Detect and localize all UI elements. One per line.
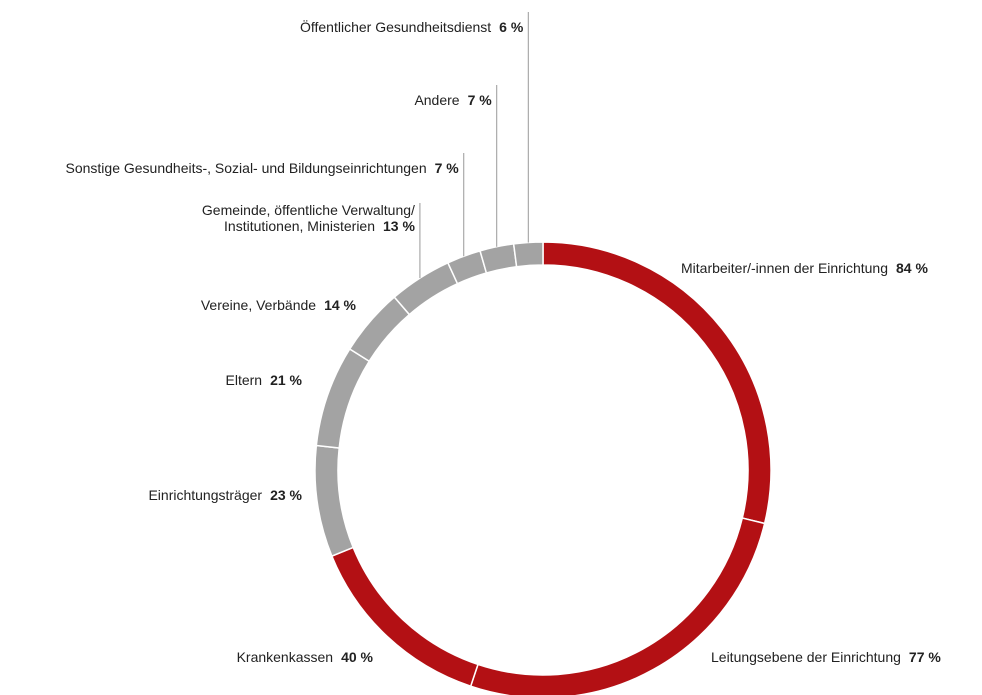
segment-label: Andere 7 % [414,92,491,108]
segment-label: Leitungsebene der Einrichtung 77 % [711,649,941,665]
segment-label: Öffentlicher Gesundheitsdienst 6 % [300,19,523,35]
donut-segment [393,261,459,316]
segment-label: Sonstige Gesundheits-, Sozial- und Bildu… [66,160,459,176]
category-label: Gemeinde, öffentliche Verwaltung/ Instit… [201,202,415,234]
category-label: Sonstige Gesundheits-, Sozial- und Bildu… [65,160,427,176]
donut-segment [542,241,772,525]
donut-segment [469,517,766,695]
segment-label: Einrichtungsträger 23 % [148,487,302,503]
value-label: 7 % [434,160,459,176]
category-label: Öffentlicher Gesundheitsdienst [299,19,492,35]
value-label: 40 % [341,649,373,665]
category-label: Vereine, Verbände [200,297,317,313]
category-label: Krankenkassen [236,649,334,665]
donut-segment [348,296,411,363]
value-label: 84 % [896,260,928,276]
donut-segment [330,546,479,688]
donut-segment [315,347,371,449]
segment-label: Eltern 21 % [226,372,303,388]
segment-label: Krankenkassen 40 % [237,649,373,665]
value-label: 14 % [324,297,356,313]
category-label: Eltern [225,372,263,388]
value-label: 77 % [908,649,941,665]
segment-label: Vereine, Verbände 14 % [201,297,356,313]
value-label: 21 % [270,372,302,388]
donut-segment [479,243,518,274]
value-label: 6 % [499,19,524,35]
value-label: 23 % [270,487,302,503]
category-label: Mitarbeiter/-innen der Einrichtung [681,260,888,276]
donut-segment [512,241,544,268]
category-label: Einrichtungsträger [148,487,263,503]
segment-label: Gemeinde, öffentliche Verwaltung/ Instit… [202,202,415,234]
value-label: 7 % [467,92,492,108]
value-label: 13 % [383,218,415,234]
category-label: Leitungsebene der Einrichtung [711,649,901,665]
category-label: Andere [414,92,460,108]
donut-segment [314,444,355,558]
segment-label: Mitarbeiter/-innen der Einrichtung 84 % [681,260,928,276]
